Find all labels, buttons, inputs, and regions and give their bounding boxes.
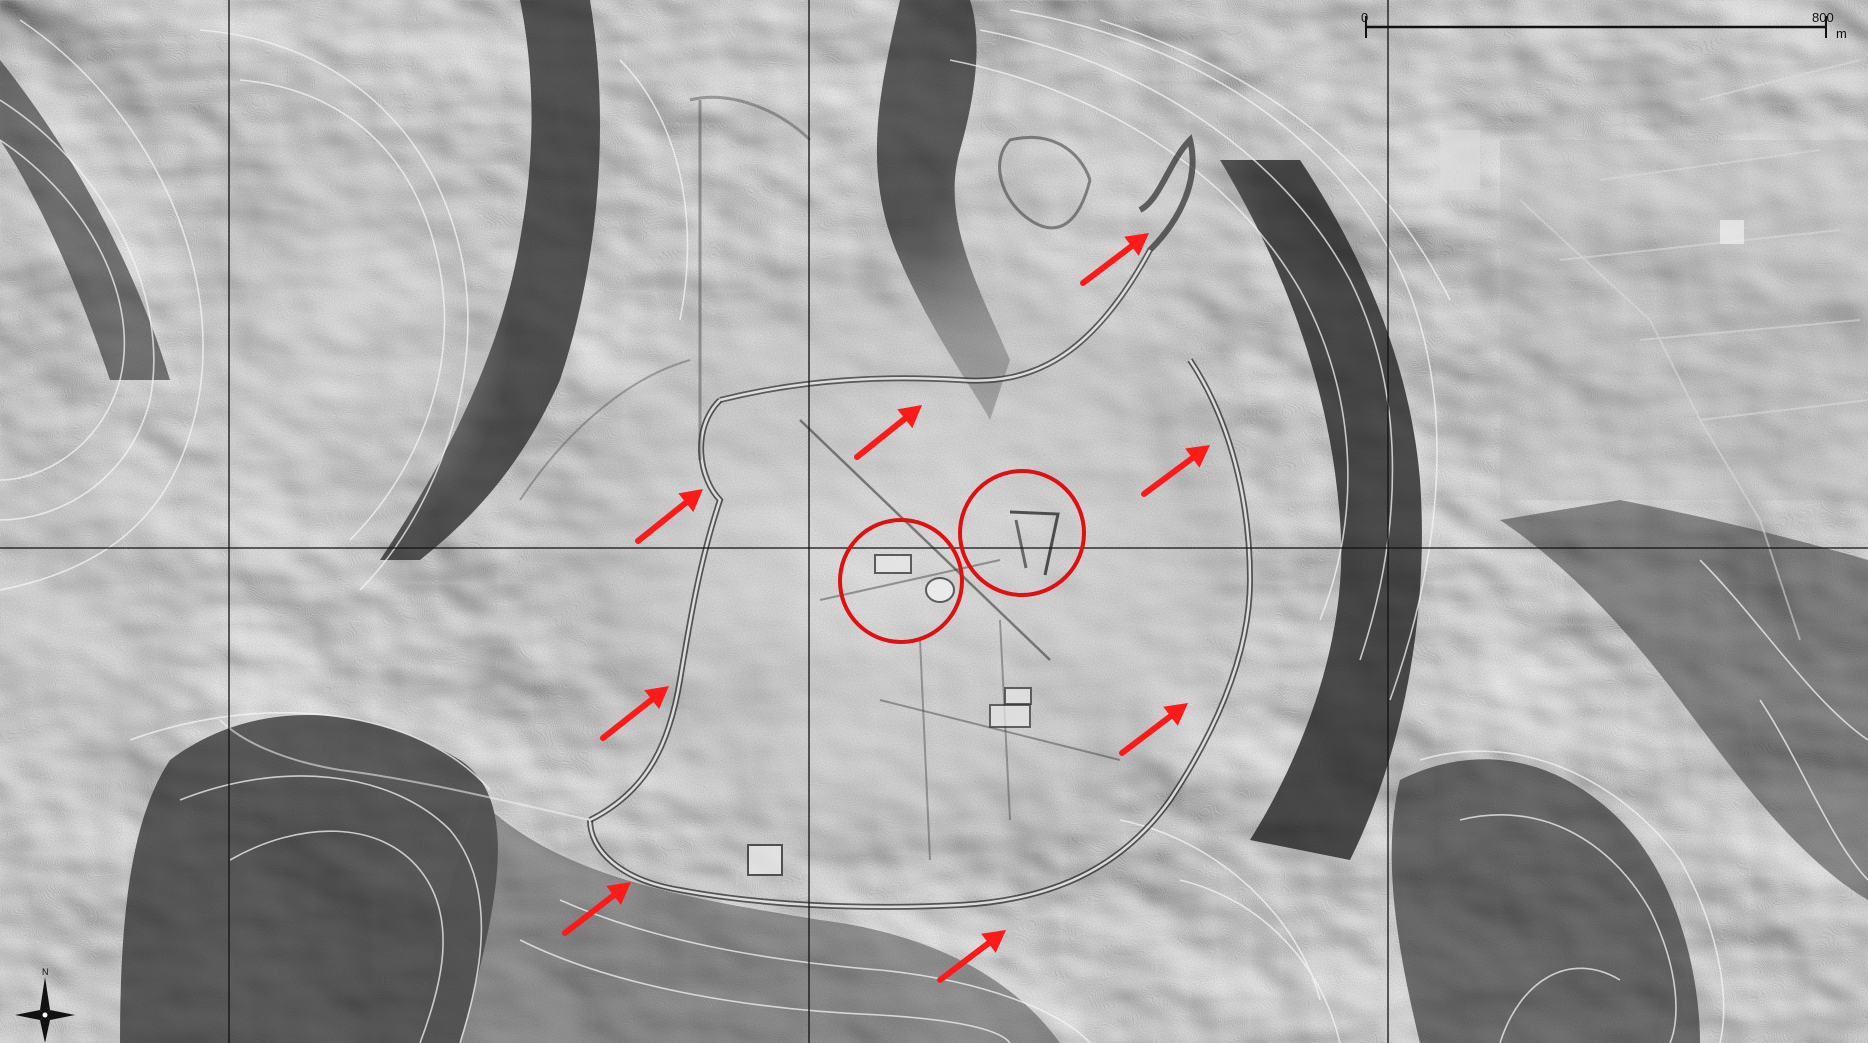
annotation-circles [838, 469, 1086, 644]
annotation-arrow [600, 686, 669, 741]
annotation-circle [958, 469, 1086, 597]
scale-unit-label: m [1836, 26, 1847, 41]
annotation-arrow [854, 405, 922, 460]
contour-lines [0, 9, 1868, 1043]
north-label: N [42, 967, 49, 977]
annotation-arrow [1141, 445, 1210, 497]
scale-start-label: 0 [1361, 10, 1368, 25]
north-arrow: N [15, 967, 75, 1043]
annotation-arrow [937, 930, 1006, 983]
annotation-circle [838, 518, 964, 644]
scale-bar: 0 800 m [1361, 10, 1847, 41]
compass-rose-icon [15, 977, 75, 1043]
scale-end-label: 800 [1812, 10, 1834, 25]
annotation-arrow [635, 489, 703, 544]
annotation-arrow [1080, 233, 1149, 286]
annotation-arrow [562, 882, 631, 936]
annotation-arrow [1119, 703, 1188, 756]
rampart-outline [219, 95, 1744, 910]
annotation-arrows [562, 233, 1210, 983]
